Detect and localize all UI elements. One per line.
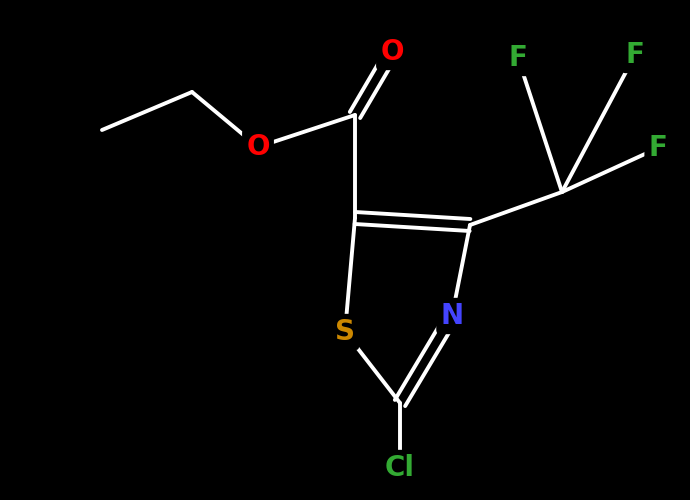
Text: F: F <box>509 44 527 72</box>
Text: N: N <box>440 302 464 330</box>
Text: Cl: Cl <box>385 454 415 482</box>
Text: F: F <box>649 134 667 162</box>
Text: S: S <box>335 318 355 346</box>
Text: F: F <box>626 41 644 69</box>
Text: O: O <box>246 133 270 161</box>
Text: O: O <box>380 38 404 66</box>
